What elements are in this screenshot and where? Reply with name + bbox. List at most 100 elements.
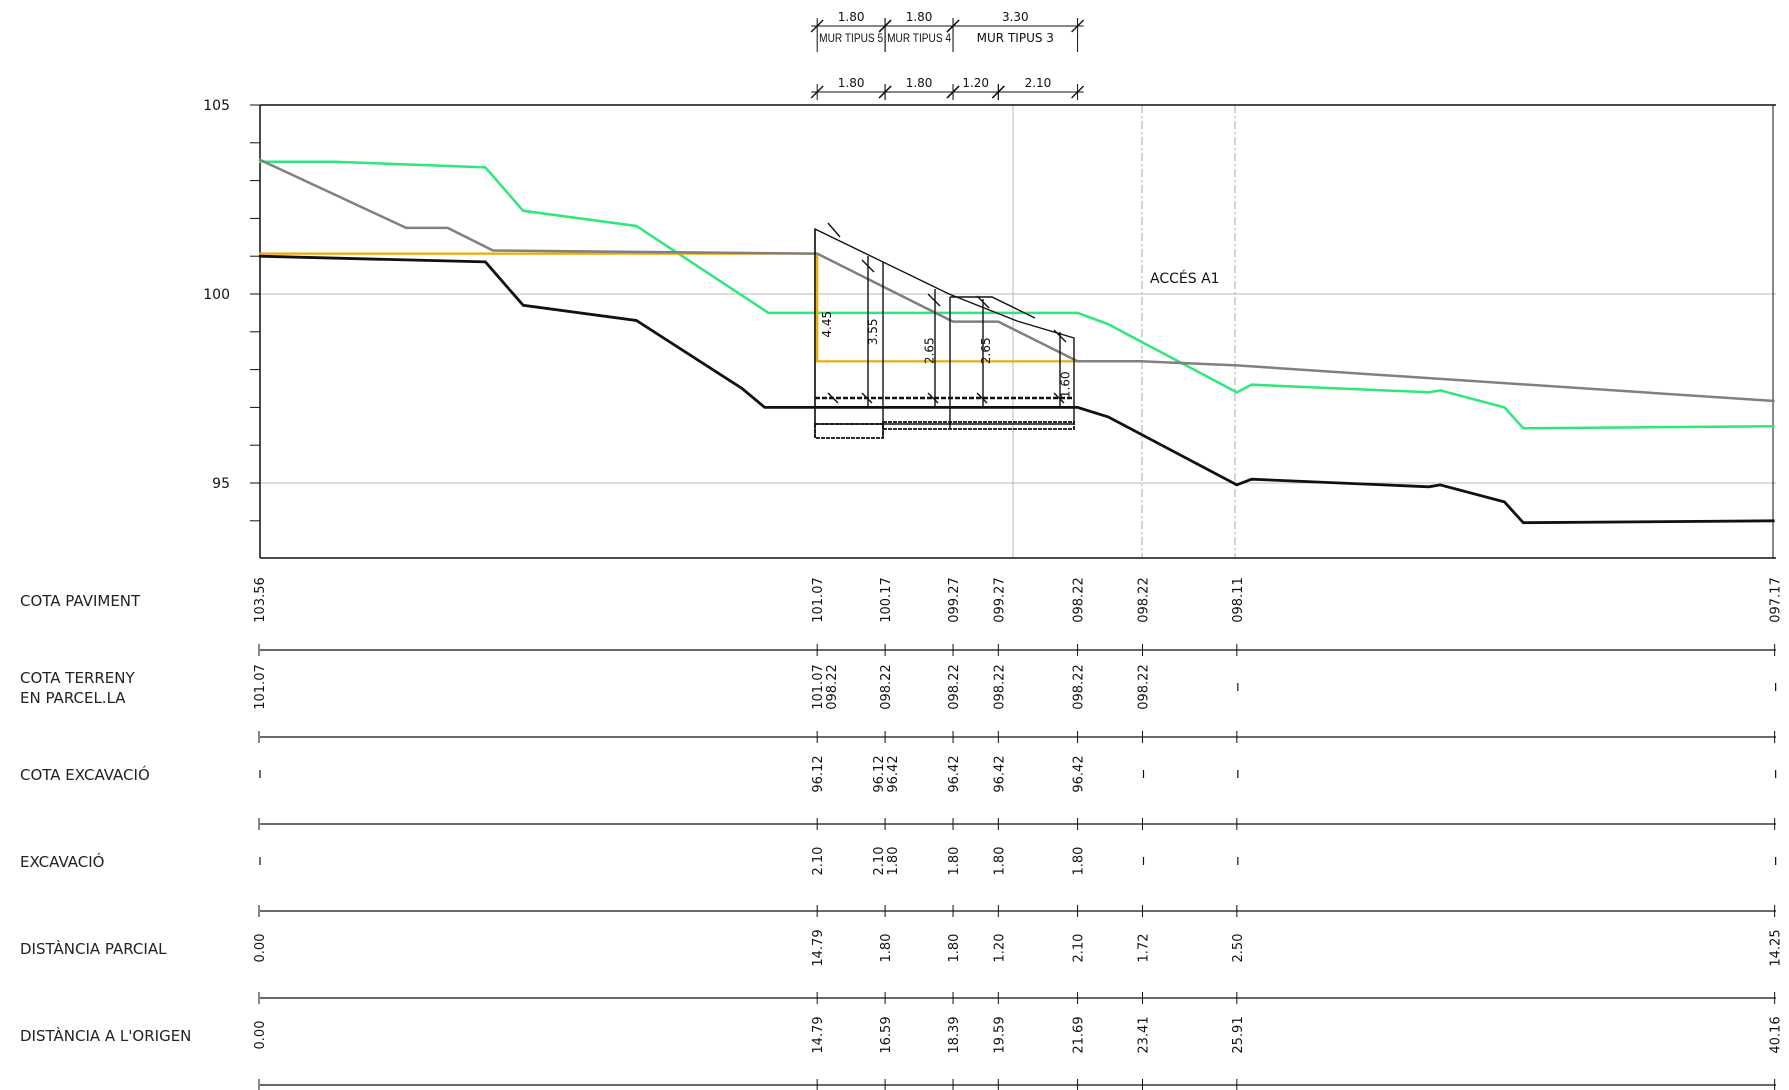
profile-lines [258,158,1775,525]
y-tick-label-95: 95 [212,476,230,492]
base-tick [827,392,839,404]
data-row: COTA PAVIMENT 103.56 101.07 100.17 099.27 099… [20,577,1784,656]
row-value: 14.79 [811,929,826,966]
row-value: 96.42 [947,755,962,792]
row-value: 96.12 [872,755,887,792]
row-value: 21.69 [1072,1016,1087,1053]
dimension-value: 3.30 [1002,10,1029,24]
dimension-value: 2.10 [1025,76,1052,90]
wall-height-labels: 4.45 3.55 2.65 2.65 1.60 [820,311,1072,398]
row-value: - [1224,688,1239,693]
wall-type-label: MUR TIPUS 3 [977,31,1054,45]
row-value: 099.27 [992,577,1007,623]
dimension-value: 1.80 [906,76,933,90]
wall-height-label: 2.65 [979,337,993,364]
excavation-line [258,254,1775,525]
data-table: COTA PAVIMENT 103.56 101.07 100.17 099.27 099… [20,577,1784,1090]
row-value: 25.91 [1231,1016,1246,1053]
row-value: 1.80 [886,847,901,876]
row-value: 1.80 [879,934,894,963]
row-value: 101.07 [253,664,268,710]
row-value: - [246,775,261,780]
row-label: DISTÀNCIA PARCIAL [20,939,167,958]
wall-height-label: 3.55 [866,318,880,345]
row-value: 0.00 [253,1021,268,1050]
row-value: - [1762,862,1777,867]
stem-tick [827,222,841,238]
row-value: 1.20 [992,934,1007,963]
row-value: 098.22 [879,664,894,710]
row-value: - [1762,688,1777,693]
pavement-line [258,158,1775,403]
row-value: 96.42 [886,755,901,792]
row-label: COTA PAVIMENT [20,592,141,610]
wall-height-label: 1.60 [1058,371,1072,398]
data-row: COTA EXCAVACIÓ -96.12 96.12 96.42 96.42 96.42… [20,755,1777,830]
row-value: 2.10 [811,847,826,876]
y-tick-label-105: 105 [203,98,230,114]
row-value: 097.17 [1769,577,1784,623]
row-value: 16.59 [879,1016,894,1053]
wall-type-label: MUR TIPUS 5 [819,31,883,45]
retaining-walls [814,222,1075,439]
row-value: 098.22 [947,664,962,710]
row-value: 100.17 [879,577,894,623]
row-value: 96.42 [992,755,1007,792]
row-value: 098.22 [1072,664,1087,710]
base-tick [1053,392,1065,404]
base-tick [927,392,939,404]
dimension-value: 1.20 [962,76,989,90]
row-value: 1.80 [947,934,962,963]
y-minor-ticks [250,142,260,522]
row-value: 19.59 [992,1016,1007,1053]
y-tick-label-100: 100 [203,287,230,303]
base-tick [976,392,988,404]
row-value: - [1129,862,1144,867]
row-value: 2.10 [1072,934,1087,963]
row-value: 18.39 [947,1016,962,1053]
row-value: 96.42 [1072,755,1087,792]
row-value: 14.25 [1769,929,1784,966]
dimension-value: 1.80 [838,76,865,90]
row-label: COTA TERRENY [20,669,135,687]
y-axis: 105 100 95 [203,98,260,522]
row-value: 098.11 [1231,577,1246,623]
row-value: 098.22 [1136,577,1151,623]
row-value: 1.72 [1136,934,1151,963]
dimension-value: 1.80 [906,10,933,24]
terrain-natural-line [259,160,1775,430]
row-value: 2.10 [872,847,887,876]
row-value: 103.56 [253,577,268,623]
row-value: 098.22 [825,664,840,710]
row-value: 1.80 [992,847,1007,876]
row-value: 1.80 [1072,847,1087,876]
row-value: 098.22 [992,664,1007,710]
dimension-value: 1.80 [838,10,865,24]
row-value: 098.22 [1136,664,1151,710]
wall-height-label: 2.65 [922,337,936,364]
stem-tick [976,295,990,309]
row-value: 101.07 [811,664,826,710]
row-value: 1.80 [947,847,962,876]
row-value: 0.00 [253,934,268,963]
row-value: 2.50 [1231,934,1246,963]
stem-tick [861,259,875,273]
top-dimension-chains: 1.80 MUR TIPUS 5 1.80 MUR TIPUS 4 3.30 MUR TI… [810,10,1085,100]
footing-wall-4-3 [882,421,1075,430]
row-value: 40.16 [1769,1016,1784,1053]
row-value: - [1224,862,1239,867]
row-value: 14.79 [811,1016,826,1053]
row-value: - [1129,775,1144,780]
stem-tick [927,293,941,307]
data-row: DISTÀNCIA A L'ORIGEN 0.00 14.79 16.59 18.39 1… [20,1016,1784,1090]
stem-tick [1053,329,1067,343]
row-value: 23.41 [1136,1016,1151,1053]
base-tick [861,392,873,404]
wall-type-label: MUR TIPUS 4 [887,31,951,45]
row-label: COTA EXCAVACIÓ [20,765,150,784]
row-label: DISTÀNCIA A L'ORIGEN [20,1026,191,1045]
access-annotation: ACCÉS A1 [1150,270,1220,287]
